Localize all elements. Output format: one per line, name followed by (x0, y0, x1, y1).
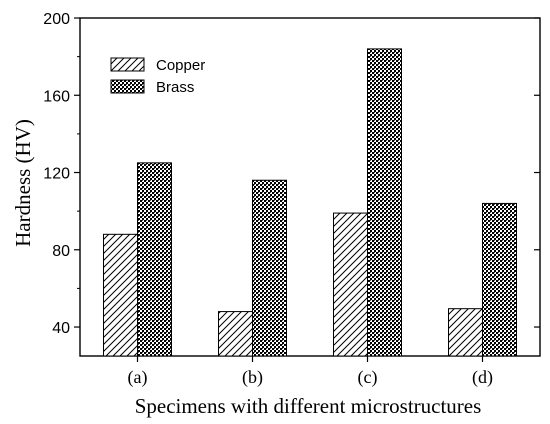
y-tick-label: 200 (43, 11, 70, 28)
bar-copper-d (448, 308, 483, 357)
bar-brass-c (367, 48, 402, 357)
legend-swatch-copper (110, 57, 145, 72)
y-tick-label: 80 (52, 243, 70, 260)
bar-copper-c (333, 212, 368, 357)
legend: Copper Brass (110, 57, 205, 96)
y-tick-label: 160 (43, 88, 70, 105)
legend-swatch-brass (110, 79, 145, 94)
plot-border (79, 17, 541, 357)
y-ticks-layer: 40 80 120 160 200 (43, 11, 540, 337)
bar-brass-d (482, 202, 517, 357)
x-categories-layer: (a) (b) (c) (d) (128, 356, 493, 388)
bar-copper-a (103, 233, 138, 357)
bar-brass-a (137, 162, 172, 357)
legend-label-brass: Brass (156, 79, 194, 96)
x-tick-label: (c) (358, 367, 378, 388)
y-tick-label: 120 (43, 166, 70, 183)
plot-frame (79, 17, 541, 357)
bars-layer (103, 48, 517, 357)
bar-copper-b (218, 311, 253, 357)
bar-brass-b (252, 179, 287, 357)
x-tick-label: (a) (128, 367, 148, 388)
x-axis-title: Specimens with different microstructures (135, 394, 482, 418)
x-tick-label: (b) (242, 367, 263, 388)
x-tick-label: (d) (472, 367, 493, 388)
legend-label-copper: Copper (156, 57, 205, 74)
y-axis-title: Hardness (HV) (11, 119, 35, 247)
y-tick-label: 40 (52, 320, 70, 337)
